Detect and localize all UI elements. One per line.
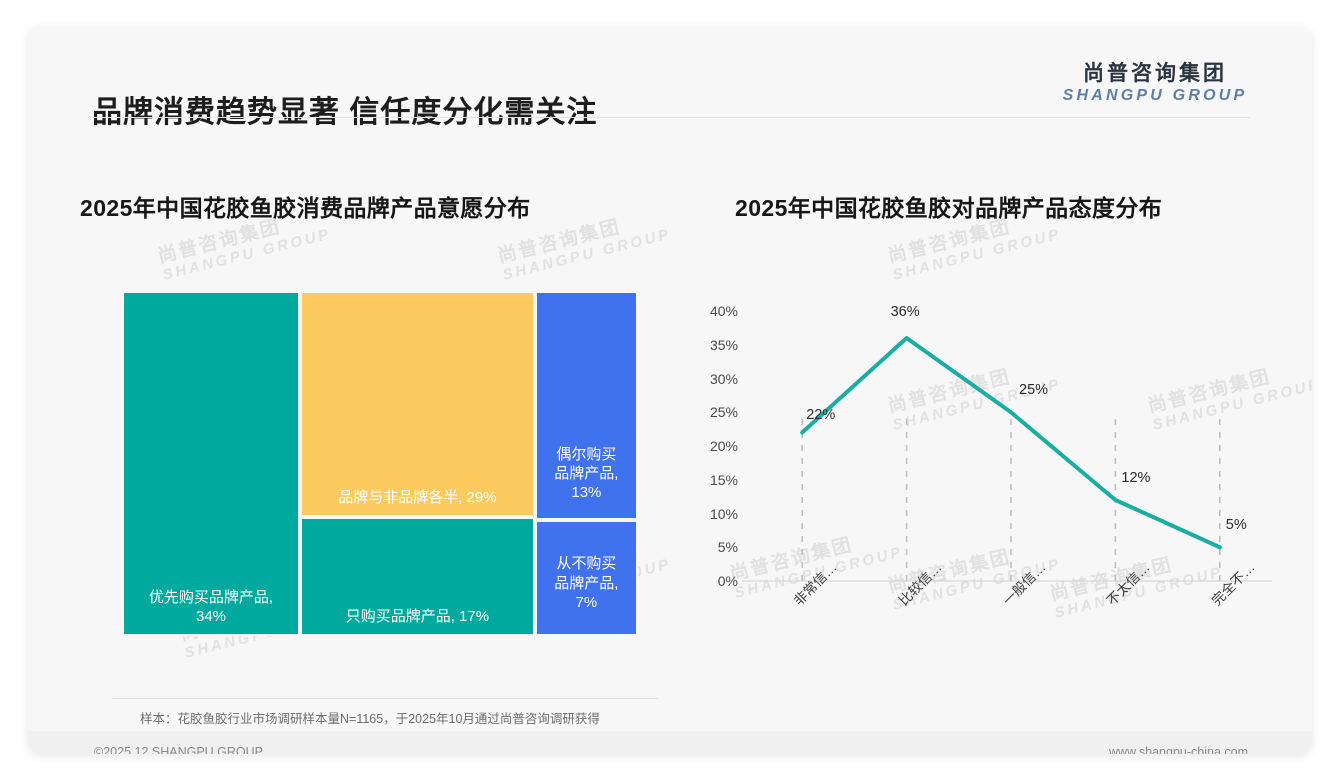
treemap-cell[interactable]: 只购买品牌产品, 17% bbox=[300, 516, 535, 636]
treemap-cell-label: 偶尔购买 品牌产品, 13% bbox=[554, 446, 619, 502]
header-divider bbox=[90, 117, 1250, 118]
y-axis-tick-label: 25% bbox=[709, 404, 738, 421]
logo-english-text: SHANGPU GROUP bbox=[1062, 87, 1248, 105]
website-text: www.shangpu-china.com bbox=[1109, 745, 1248, 754]
treemap-cell[interactable]: 偶尔购买 品牌产品, 13% bbox=[534, 291, 638, 521]
treemap-cell[interactable]: 优先购买品牌产品, 34% bbox=[122, 291, 301, 636]
y-axis-tick-label: 10% bbox=[709, 505, 738, 522]
y-axis-tick-label: 5% bbox=[717, 539, 738, 556]
data-point-label: 36% bbox=[890, 304, 920, 320]
y-axis-tick-label: 40% bbox=[709, 303, 738, 319]
left-chart-title: 2025年中国花胶鱼胶消费品牌产品意愿分布 bbox=[80, 195, 531, 221]
line-chart: 0% 5% 10% 15% 20% 25% 30% 35% 40% 非常信… 比较信… 一般信… 不太信… bbox=[678, 281, 1290, 661]
y-axis-tick-label: 30% bbox=[709, 370, 738, 387]
page-title: 品牌消费趋势显著 信任度分化需关注 bbox=[92, 96, 598, 129]
treemap-cell-label: 只购买品牌产品, 17% bbox=[345, 607, 490, 625]
slide-header: 品牌消费趋势显著 信任度分化需关注 尚普咨询集团 SHANGPU GROUP bbox=[28, 26, 1312, 128]
data-point-label: 5% bbox=[1225, 517, 1247, 534]
treemap-cell-label: 从不购买 品牌产品, 7% bbox=[554, 555, 619, 611]
line-chart-canvas bbox=[742, 336, 1272, 582]
treemap-cell-label: 优先购买品牌产品, 34% bbox=[148, 588, 274, 625]
y-axis-tick-label: 35% bbox=[709, 336, 738, 353]
y-axis-tick-label: 0% bbox=[717, 573, 738, 589]
slide-card: 品牌消费趋势显著 信任度分化需关注 尚普咨询集团 SHANGPU GROUP 尚… bbox=[28, 26, 1312, 754]
data-point-label: 22% bbox=[806, 406, 836, 423]
footnote-divider-top bbox=[112, 698, 658, 699]
footnote-text: 样本：花胶鱼胶行业市场调研样本量N=1165，于2025年10月通过尚普咨询调研… bbox=[140, 712, 600, 726]
brand-logo: 尚普咨询集团 SHANGPU GROUP bbox=[1050, 62, 1260, 105]
data-point-label: 25% bbox=[1019, 382, 1049, 399]
logo-chinese-text: 尚普咨询集团 bbox=[1083, 62, 1227, 85]
line-series-path bbox=[800, 336, 1222, 550]
treemap-cell[interactable]: 从不购买 品牌产品, 7% bbox=[534, 520, 638, 636]
y-axis-tick-label: 15% bbox=[709, 471, 738, 488]
data-point-label: 12% bbox=[1121, 470, 1151, 486]
right-chart-title: 2025年中国花胶鱼胶对品牌产品态度分布 bbox=[735, 195, 1163, 221]
treemap-chart: 优先购买品牌产品, 34% 品牌与非品牌各半, 29% 只购买品牌产品, 17% 偶尔… bbox=[122, 291, 638, 636]
treemap-cell-label: 品牌与非品牌各半, 29% bbox=[338, 488, 497, 506]
y-axis-tick-label: 20% bbox=[709, 438, 738, 454]
footer-bar bbox=[28, 731, 1312, 754]
copyright-text: ©2025.12 SHANGPU GROUP bbox=[94, 745, 263, 754]
treemap-cell[interactable]: 品牌与非品牌各半, 29% bbox=[300, 291, 535, 517]
